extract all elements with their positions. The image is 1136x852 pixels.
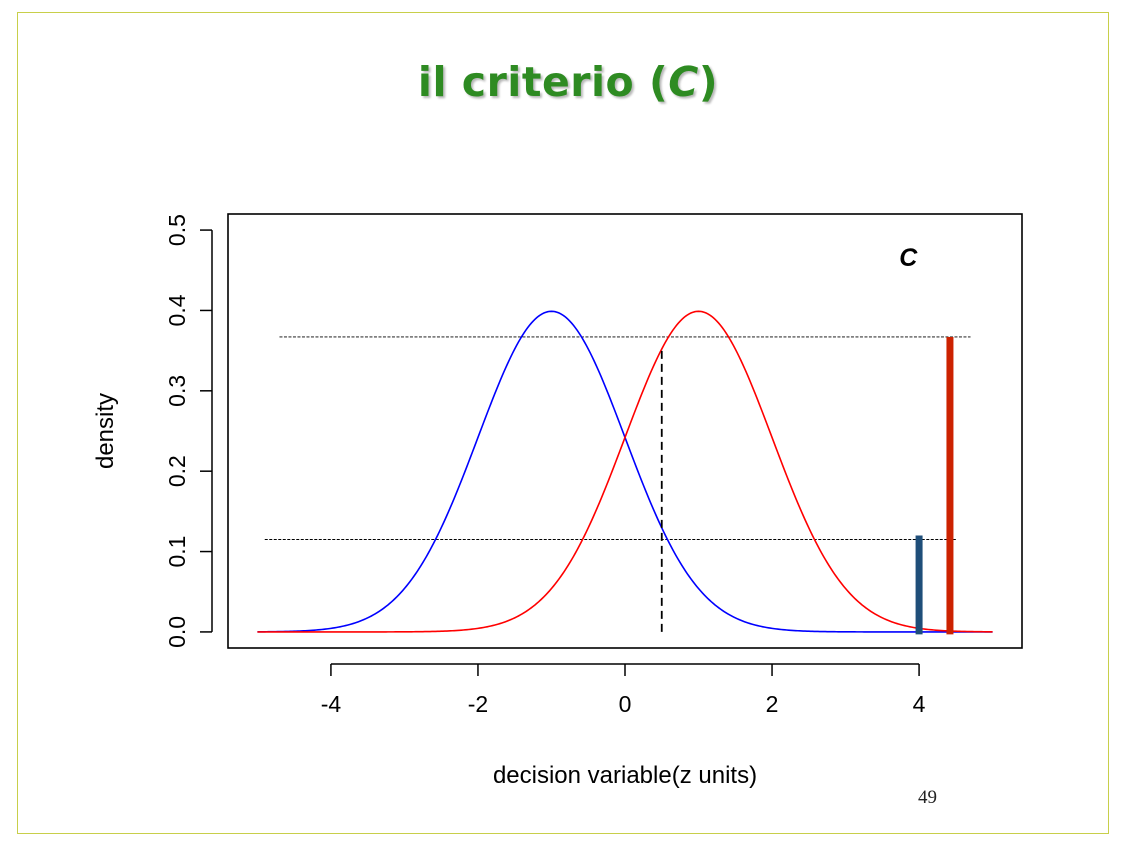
x-tick-label: -2: [468, 691, 488, 717]
y-tick-label: 0.0: [164, 616, 190, 648]
title-c-letter: C: [668, 58, 699, 106]
x-tick-label: 2: [766, 691, 779, 717]
title-prefix: il criterio (: [417, 58, 669, 106]
y-axis-label: density: [92, 393, 119, 469]
x-tick-label: 4: [913, 691, 926, 717]
plot-frame: [227, 213, 1023, 649]
slide-title: il criterio (C): [0, 58, 1136, 106]
x-tick-label: 0: [619, 691, 632, 717]
x-tick-label: -4: [321, 691, 342, 717]
y-tick-label: 0.1: [164, 536, 190, 568]
page-number: 49: [918, 787, 937, 808]
y-tick-label: 0.5: [164, 214, 190, 246]
title-suffix: ): [698, 58, 719, 106]
y-tick-label: 0.2: [164, 455, 190, 487]
x-axis-label: decision variable(z units): [493, 762, 757, 789]
slide-frame: [17, 12, 1109, 834]
y-tick-label: 0.4: [164, 294, 190, 326]
signal-distribution-curve: [257, 310, 993, 633]
criterion-annotation: C: [899, 244, 918, 272]
y-tick-label: 0.3: [164, 375, 190, 407]
noise-distribution-curve: [257, 310, 993, 633]
